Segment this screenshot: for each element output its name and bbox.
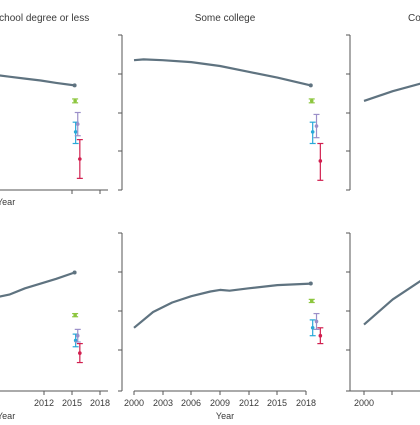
trend-end-point — [72, 83, 77, 88]
x-tick-label: 2015 — [62, 398, 82, 408]
plot-area — [363, 82, 420, 102]
plot-area — [0, 74, 83, 179]
panel-title: Some college — [195, 13, 256, 24]
panel-bottom-right: 2000 — [346, 232, 420, 408]
purple-point — [75, 333, 80, 338]
blue-point — [310, 130, 315, 134]
green-point — [309, 99, 314, 103]
red-point — [78, 157, 82, 161]
x-axis-label: Year — [0, 197, 15, 207]
panel-bottom-left: 2012 2015 2018 Year — [0, 270, 110, 421]
plot-area — [363, 279, 420, 326]
x-tick-label: 2018 — [90, 398, 110, 408]
panel-college-top: Co — [346, 13, 420, 191]
panel-some-college-top: Some college — [118, 13, 324, 191]
purple-point — [314, 124, 319, 128]
trend-line — [133, 282, 311, 329]
panel-bottom-middle: 2000 2003 2006 2009 2012 2015 2018 Year — [118, 232, 324, 421]
red-point — [78, 351, 82, 355]
plot-area — [133, 281, 324, 345]
trend-end-point — [308, 83, 313, 88]
trend-line — [0, 74, 75, 87]
x-tick-label: 2012 — [239, 398, 259, 408]
x-axis-label: Year — [216, 411, 234, 420]
red-point — [318, 159, 323, 163]
x-tick-label: 2018 — [296, 398, 316, 408]
x-tick-label: 2012 — [34, 398, 54, 408]
x-tick-label: 2009 — [210, 398, 230, 408]
green-point — [73, 99, 77, 103]
blue-point — [73, 338, 78, 343]
red-point — [318, 333, 323, 338]
x-tick-label: 2000 — [124, 398, 144, 408]
trend-line — [0, 271, 75, 298]
green-point — [309, 299, 314, 303]
purple-point — [314, 319, 319, 324]
green-point — [73, 313, 77, 317]
x-tick-label: 2003 — [153, 398, 173, 408]
panel-high-school-top: High school degree or less Year — [0, 13, 108, 207]
trend-end-point — [72, 270, 77, 275]
plot-area — [133, 58, 324, 181]
x-tick-label: 2006 — [181, 398, 201, 408]
trend-end-point — [308, 281, 313, 286]
x-axis-label: Year — [0, 411, 15, 420]
trend-line — [363, 82, 420, 102]
panel-title: High school degree or less — [0, 13, 89, 24]
trend-line — [363, 279, 420, 326]
plot-area — [0, 270, 83, 364]
x-tick-label: 2000 — [354, 398, 374, 408]
panel-title: Co — [408, 13, 420, 24]
blue-point — [310, 326, 315, 330]
x-tick-label: 2015 — [267, 398, 287, 408]
trend-line — [133, 58, 312, 87]
blue-point — [73, 130, 78, 134]
purple-point — [75, 122, 80, 126]
